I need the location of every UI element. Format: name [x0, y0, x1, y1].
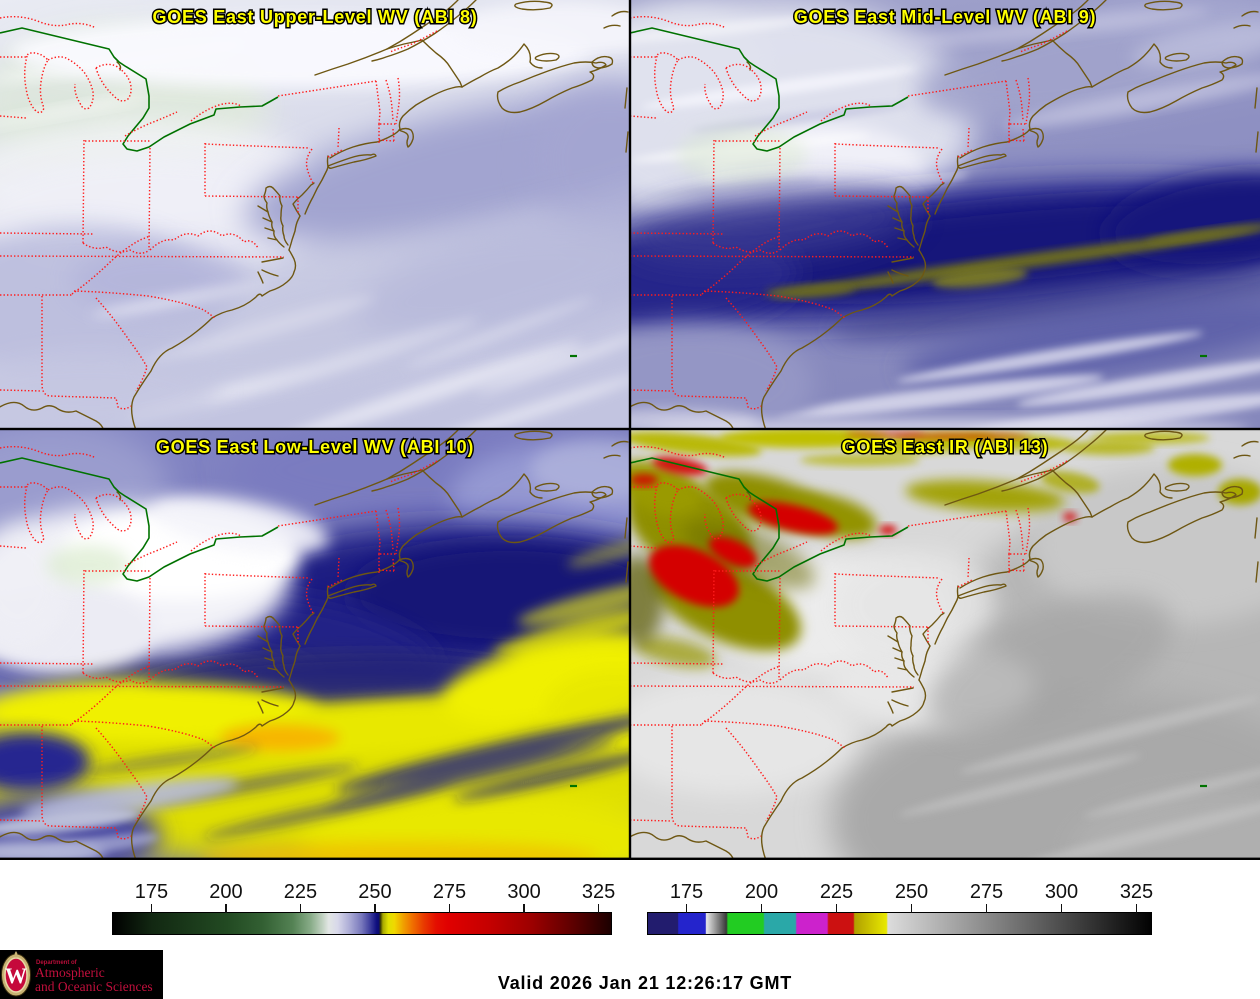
svg-text:Atmospheric: Atmospheric: [35, 965, 105, 980]
svg-text:GOES East Mid-Level WV (ABI 9): GOES East Mid-Level WV (ABI 9): [794, 7, 1097, 27]
svg-text:and Oceanic Sciences: and Oceanic Sciences: [35, 979, 153, 994]
svg-text:W: W: [5, 963, 27, 988]
svg-text:GOES East Upper-Level WV (ABI: GOES East Upper-Level WV (ABI 8): [152, 7, 477, 27]
svg-text:GOES East Low-Level WV (ABI 10: GOES East Low-Level WV (ABI 10): [156, 437, 474, 457]
svg-text:Department of: Department of: [36, 960, 78, 966]
svg-text:GOES East IR (ABI 13): GOES East IR (ABI 13): [842, 437, 1049, 457]
